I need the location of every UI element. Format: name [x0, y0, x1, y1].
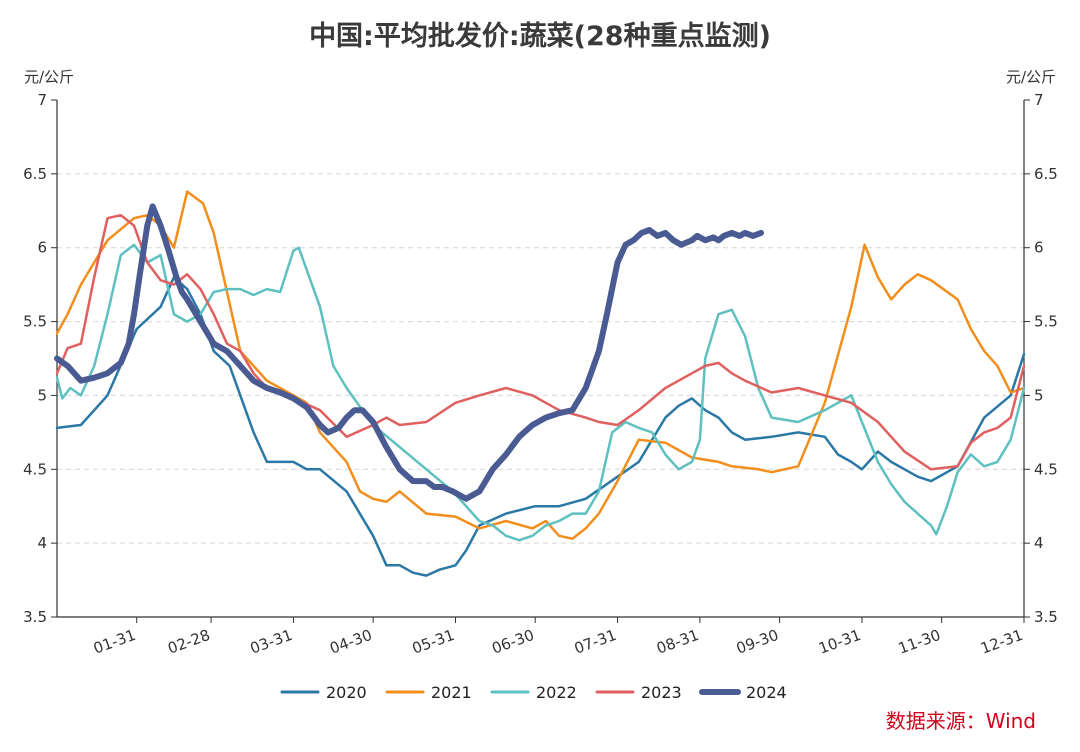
y-tick-label-right: 7 — [1034, 91, 1044, 109]
y-tick-label-right: 5.5 — [1034, 313, 1058, 331]
x-tick-label: 04-30 — [327, 626, 374, 658]
series-line-2021 — [55, 190, 1026, 540]
x-tick-label: 02-28 — [165, 626, 212, 658]
y-tick-label-left: 6.5 — [23, 165, 47, 183]
series-line-2023 — [55, 213, 1026, 471]
x-tick-label: 05-31 — [410, 626, 457, 658]
y-tick-label-right: 5 — [1034, 386, 1044, 404]
legend-label-2022: 2022 — [536, 683, 577, 702]
series-lines — [54, 190, 1026, 577]
x-tick-label: 06-30 — [489, 626, 536, 658]
x-tick-label: 11-30 — [896, 626, 943, 658]
y-tick-label-right: 4.5 — [1034, 460, 1058, 478]
series-line-2020 — [55, 276, 1026, 577]
y-tick-label-left: 4 — [37, 534, 47, 552]
axes: 3.5 3.5 4 4 4.5 4.5 5 5 5.5 5.5 6 6 6.5 6.5 7 7 01-31 02-… — [23, 91, 1058, 658]
y-tick-label-right: 3.5 — [1034, 608, 1058, 626]
y-tick-label-right: 6 — [1034, 239, 1044, 257]
gridlines — [57, 173, 1024, 544]
x-tick-label: 09-30 — [734, 626, 781, 658]
y-tick-label-left: 5 — [37, 386, 47, 404]
y-axis-unit-right: 元/公斤 — [1006, 68, 1056, 86]
x-tick-label: 10-31 — [816, 626, 863, 658]
x-tick-label: 01-31 — [91, 626, 138, 658]
data-source: 数据来源：Wind — [886, 709, 1036, 733]
chart-title: 中国:平均批发价:蔬菜(28种重点监测) — [309, 20, 771, 52]
y-tick-label-left: 3.5 — [23, 608, 47, 626]
x-tick-label: 08-31 — [654, 626, 701, 658]
y-tick-label-left: 6 — [37, 239, 47, 257]
legend: 2020 2021 2022 2023 2024 — [280, 683, 787, 702]
y-tick-label-left: 4.5 — [23, 460, 47, 478]
y-tick-label-right: 6.5 — [1034, 165, 1058, 183]
y-tick-label-left: 7 — [37, 91, 47, 109]
x-tick-label: 03-31 — [248, 626, 295, 658]
legend-label-2021: 2021 — [431, 683, 472, 702]
series-line-2022 — [55, 243, 1026, 542]
legend-label-2024: 2024 — [746, 683, 787, 702]
x-tick-label: 12-31 — [978, 626, 1025, 658]
y-axis-unit-left: 元/公斤 — [24, 68, 74, 86]
y-tick-label-left: 5.5 — [23, 313, 47, 331]
series-line-2024 — [54, 203, 764, 502]
y-tick-label-right: 4 — [1034, 534, 1044, 552]
x-tick-label: 07-31 — [572, 626, 619, 658]
legend-label-2020: 2020 — [326, 683, 367, 702]
legend-label-2023: 2023 — [641, 683, 682, 702]
